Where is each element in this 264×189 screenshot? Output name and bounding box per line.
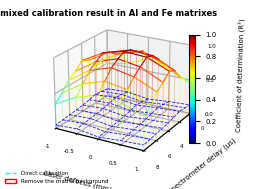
Legend: Direct calibration, Remove the matrix background: Direct calibration, Remove the matrix ba… — [3, 169, 110, 186]
Text: Mn mixed calibration result in Al and Fe matrixes: Mn mixed calibration result in Al and Fe… — [0, 9, 217, 19]
Y-axis label: Spectrometer delay (μs): Spectrometer delay (μs) — [167, 137, 237, 189]
X-axis label: Laser defocus (mm): Laser defocus (mm) — [43, 170, 113, 189]
